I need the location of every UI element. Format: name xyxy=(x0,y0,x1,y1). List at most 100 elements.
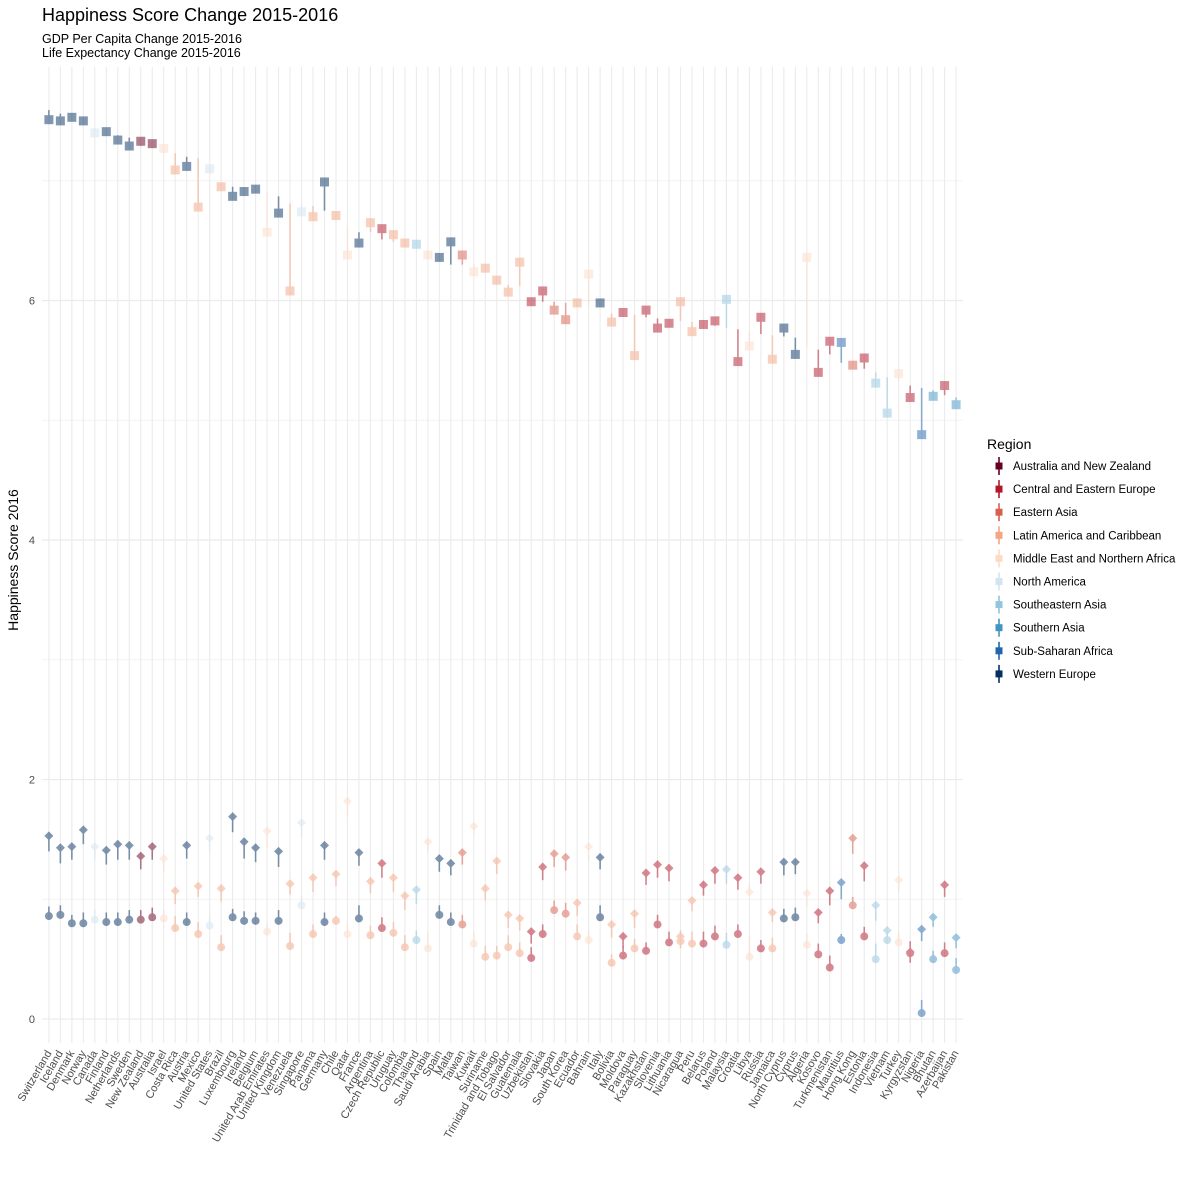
country-mexico xyxy=(193,158,203,939)
happiness-2016-point xyxy=(630,351,640,361)
life-2016-point xyxy=(906,949,915,958)
gdp-2016-point xyxy=(607,919,617,929)
life-2016-point xyxy=(320,918,329,927)
life-2016-point xyxy=(377,924,386,933)
happiness-2016-point xyxy=(710,316,720,326)
life-2016-point xyxy=(182,918,191,927)
country-finland xyxy=(101,127,111,927)
happiness-2016-point xyxy=(365,218,375,228)
happiness-2016-point xyxy=(526,297,536,307)
country-singapore xyxy=(297,204,307,910)
happiness-2016-point xyxy=(297,207,307,217)
gdp-2016-point xyxy=(825,886,835,896)
country-italy xyxy=(595,298,605,922)
country-bolivia xyxy=(607,313,617,967)
happiness-2016-point xyxy=(446,237,456,247)
happiness-2016-point xyxy=(928,391,938,401)
happiness-2016-point xyxy=(136,136,146,146)
country-australia xyxy=(147,139,157,922)
legend-label: Southeastern Asia xyxy=(1013,600,1107,612)
country-uruguay xyxy=(388,230,398,937)
happiness-2016-point xyxy=(147,139,157,149)
country-japan xyxy=(549,301,559,915)
gdp-2016-point xyxy=(446,858,456,868)
happiness-2016-point xyxy=(595,298,605,308)
life-2016-point xyxy=(527,953,536,962)
gdp-2016-point xyxy=(503,910,513,920)
happiness-2016-point xyxy=(664,318,674,328)
country-guatemala xyxy=(515,257,525,958)
life-2016-point xyxy=(263,927,272,936)
country-luxembourg xyxy=(228,186,238,922)
country-libya xyxy=(744,330,754,961)
gdp-2016-point xyxy=(480,884,490,894)
legend-item-north-america: North America xyxy=(995,572,1086,591)
life-2016-point xyxy=(194,930,203,939)
life-2016-point xyxy=(469,939,478,948)
country-spain xyxy=(434,252,444,919)
x-tick-labels: SwitzerlandIcelandDenmarkNorwayCanadaFin… xyxy=(16,1048,962,1145)
happiness-2016-point xyxy=(836,337,846,347)
life-2016-point xyxy=(779,914,788,923)
happiness-2016-point xyxy=(572,298,582,308)
life-2016-point xyxy=(550,906,559,915)
happiness-2016-point xyxy=(607,317,617,327)
legend-item-eastern-asia: Eastern Asia xyxy=(995,503,1078,522)
life-2016-point xyxy=(412,936,421,945)
country-trinidad-and-tobago xyxy=(492,275,502,960)
life-2016-point xyxy=(102,918,111,927)
y-axis-label: Happiness Score 2016 xyxy=(5,489,21,631)
gdp-2016-point xyxy=(940,880,950,890)
life-2016-point xyxy=(814,950,823,959)
country-norway xyxy=(78,116,88,928)
life-2016-point xyxy=(630,944,639,953)
happiness-2016-point xyxy=(698,319,708,329)
gdp-2016-point xyxy=(584,842,594,852)
life-2016-point xyxy=(848,901,857,910)
gdp-2016-point xyxy=(285,879,295,889)
legend-label: Latin America and Caribbean xyxy=(1013,530,1161,542)
life-2016-point xyxy=(607,958,616,967)
happiness-2016-point xyxy=(894,369,904,379)
country-iceland xyxy=(55,113,65,919)
legend-item-latin-america-and-caribbean: Latin America and Caribbean xyxy=(995,526,1161,545)
life-2016-point xyxy=(504,943,513,952)
life-2016-point xyxy=(400,943,409,952)
gdp-2016-point xyxy=(228,812,238,822)
country-croatia xyxy=(733,329,743,939)
country-united-arab-emirates xyxy=(262,192,272,936)
happiness-2016-point xyxy=(618,307,628,317)
gdp-2016-point xyxy=(469,821,479,831)
legend-title: Region xyxy=(987,436,1031,452)
country-netherlands xyxy=(113,135,123,927)
country-nigeria xyxy=(917,387,927,1018)
happiness-2016-point xyxy=(228,191,238,201)
life-2016-point xyxy=(642,946,651,955)
chart-subtitle-1: GDP Per Capita Change 2015-2016 xyxy=(42,32,242,46)
gdp-2016-point xyxy=(848,833,858,843)
country-turkey xyxy=(894,369,904,947)
life-2016-point xyxy=(251,916,260,925)
country-turkmenistan xyxy=(825,336,835,972)
country-chile xyxy=(331,210,341,925)
gdp-2016-point xyxy=(526,927,536,937)
gdp-2016-point xyxy=(928,912,938,922)
happiness-2016-point xyxy=(423,250,433,260)
gdp-2016-point xyxy=(710,866,720,876)
chart-subtitle-2: Life Expectancy Change 2015-2016 xyxy=(42,46,241,60)
happiness-2016-point xyxy=(55,116,65,126)
country-kazakhstan xyxy=(641,305,651,955)
happiness-2016-point xyxy=(917,430,927,440)
life-2016-point xyxy=(676,937,685,946)
legend-label: Southern Asia xyxy=(1013,623,1085,635)
country-vietnam xyxy=(882,377,892,945)
happiness-2016-point xyxy=(779,323,789,333)
gdp-2016-point xyxy=(377,858,387,868)
happiness-2016-point xyxy=(308,212,318,222)
country-argentina xyxy=(365,218,375,940)
country-pakistan xyxy=(951,397,961,974)
gdp-2016-point xyxy=(44,831,54,841)
happiness-2016-point xyxy=(503,287,513,297)
country-france xyxy=(354,232,364,923)
